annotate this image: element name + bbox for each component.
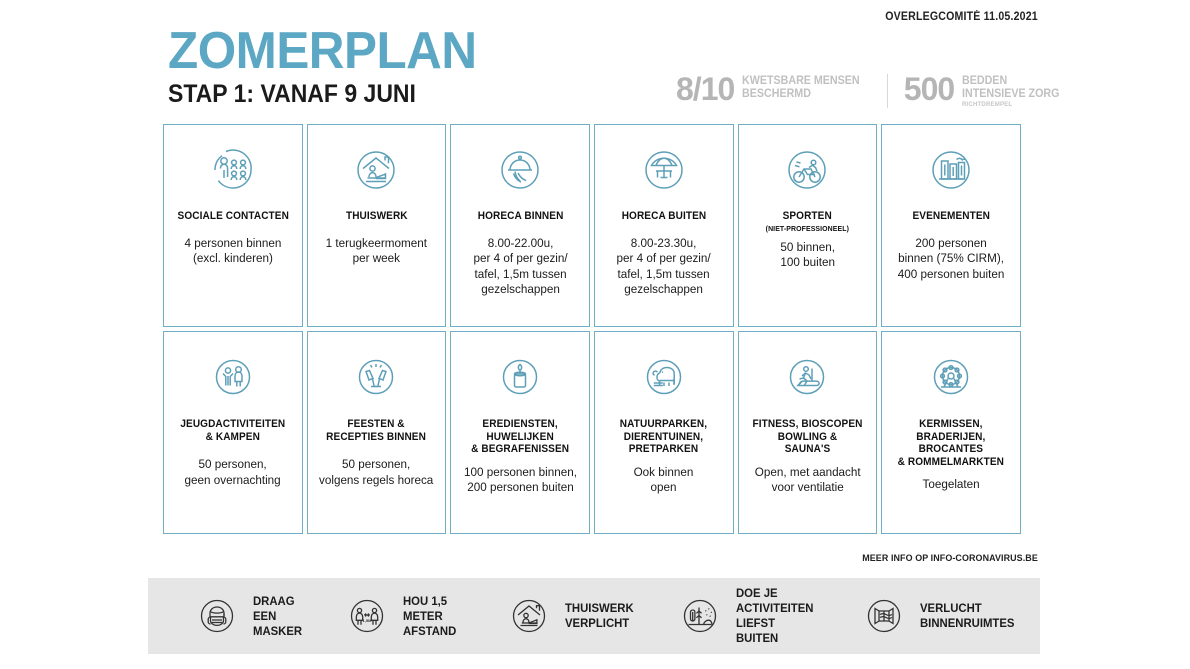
card-subtitle: (NIET-PROFESSIONEEL)	[765, 223, 850, 233]
card-body: 50 personen, geen overnachting	[184, 457, 281, 487]
more-info-label: MEER INFO OP INFO-CORONAVIRUS.BE	[862, 553, 1038, 564]
footer-item-distance[interactable]: 1,5M HOU 1,5 METER AFSTAND	[342, 591, 469, 641]
food-cloche-icon	[489, 139, 551, 201]
card-title: SOCIALE CONTACTEN	[177, 210, 289, 222]
card-body: Open, met aandacht voor ventilatie	[754, 464, 861, 495]
footer-item-label: DOE JE ACTIVITEITEN LIEFST BUITEN	[736, 586, 814, 645]
footer-item-label: HOU 1,5 METER AFSTAND	[402, 593, 457, 638]
card-sporten[interactable]: SPORTEN (NIET-PROFESSIONEEL) 50 binnen, …	[737, 124, 878, 327]
footer-item-label: THUISWERK VERPLICHT	[565, 601, 635, 630]
card-body: 50 personen, volgens regels horeca	[319, 457, 434, 487]
page-title: ZOMERPLAN	[168, 22, 477, 80]
stat-note: RICHTDREMPEL	[962, 101, 1013, 108]
card-title: KERMISSEN, BRADERIJEN, BROCANTES & ROMME…	[897, 418, 1005, 468]
card-evenementen[interactable]: EVENEMENTEN 200 personen binnen (75% CIR…	[881, 124, 1021, 327]
stat-icu-beds: 500 BEDDEN INTENSIEVE ZORG RICHTDREMPEL	[903, 71, 1067, 109]
event-banners-icon	[920, 139, 982, 201]
stat-number: 8/10	[676, 71, 735, 107]
social-contacts-icon	[202, 139, 264, 201]
distance-1-5m-icon: 1,5M	[342, 591, 392, 641]
card-sociale-contacten[interactable]: SOCIALE CONTACTEN 4 personen binnen (exc…	[163, 124, 303, 327]
card-erediensten[interactable]: EREDIENSTEN, HUWELIJKEN & BEGRAFENISSEN …	[450, 331, 590, 534]
card-title: SPORTEN	[782, 210, 833, 222]
ventilate-window-icon	[859, 591, 909, 641]
youth-activities-icon	[202, 346, 264, 408]
parasol-table-icon	[633, 139, 695, 201]
card-kermissen[interactable]: KERMISSEN, BRADERIJEN, BROCANTES & ROMME…	[881, 331, 1021, 534]
card-title: JEUGDACTIVITEITEN & KAMPEN	[180, 418, 286, 443]
card-natuurparken[interactable]: NATUURPARKEN, DIERENTUINEN, PRETPARKEN O…	[594, 331, 734, 534]
card-feesten-recepties[interactable]: FEESTEN & RECEPTIES BINNEN 50 personen, …	[306, 331, 447, 534]
card-title: EVENEMENTEN	[912, 210, 990, 222]
card-horeca-buiten[interactable]: HORECA BUITEN 8.00-23.30u, per 4 of per …	[594, 124, 734, 327]
stat-number: 500	[903, 71, 955, 107]
card-body: 1 terugkeermoment per week	[325, 235, 428, 266]
title-block: ZOMERPLAN STAP 1: VANAF 9 JUNI	[168, 24, 493, 109]
candle-icon	[489, 346, 551, 408]
card-body: 200 personen binnen (75% CIRM), 400 pers…	[897, 235, 1005, 281]
card-title: EREDIENSTEN, HUWELIJKEN & BEGRAFENISSEN	[471, 418, 570, 455]
card-body: 4 personen binnen (excl. kinderen)	[184, 235, 282, 266]
footer-item-mask[interactable]: DRAAG EEN MASKER	[192, 591, 306, 641]
treadmill-icon	[776, 346, 838, 408]
footer-item-label: DRAAG EEN MASKER	[253, 593, 303, 638]
card-fitness-bioscopen[interactable]: FITNESS, BIOSCOPEN BOWLING & SAUNA'S Ope…	[737, 331, 878, 534]
footer-item-outdoors[interactable]: DOE JE ACTIVITEITEN LIEFST BUITEN	[675, 586, 823, 646]
card-body: 50 binnen, 100 buiten	[780, 239, 835, 270]
card-title: FEESTEN & RECEPTIES BINNEN	[326, 418, 427, 443]
card-body: 8.00-23.30u, per 4 of per gezin/ tafel, …	[616, 235, 711, 297]
card-thuiswerk[interactable]: THUISWERK 1 terugkeermoment per week	[306, 124, 447, 327]
home-work-icon	[345, 139, 407, 201]
stat-vulnerable-protected: 8/10 KWETSBARE MENSEN BESCHERMD	[676, 71, 869, 107]
card-body: Ook binnen open	[633, 464, 694, 495]
card-horeca-binnen[interactable]: HORECA BINNEN 8.00-22.00u, per 4 of per …	[450, 124, 590, 327]
stat-label: BEDDEN INTENSIEVE ZORG	[962, 75, 1060, 100]
footer-item-label: VERLUCHT BINNENRUIMTES	[920, 601, 1015, 630]
card-title: FITNESS, BIOSCOPEN BOWLING & SAUNA'S	[752, 418, 863, 455]
stats-divider	[886, 74, 888, 108]
card-body: 100 personen binnen, 200 personen buiten	[463, 464, 577, 495]
outdoor-activities-icon	[675, 591, 725, 641]
card-title: NATUURPARKEN, DIERENTUINEN, PRETPARKEN	[620, 418, 708, 455]
elephant-icon	[633, 346, 695, 408]
face-mask-icon	[192, 591, 242, 641]
card-title: THUISWERK	[345, 210, 408, 222]
card-title: HORECA BUITEN	[621, 210, 707, 222]
page-subtitle: STAP 1: VANAF 9 JUNI	[168, 80, 416, 108]
header-stats: 8/10 KWETSBARE MENSEN BESCHERMD 500 BEDD…	[676, 71, 1067, 109]
card-body: Toegelaten	[922, 477, 980, 491]
card-jeugdactiviteiten[interactable]: JEUGDACTIVITEITEN & KAMPEN 50 personen, …	[163, 331, 303, 534]
footer-item-ventilate[interactable]: VERLUCHT BINNENRUIMTES	[859, 591, 1022, 641]
home-work-icon	[504, 591, 554, 641]
card-title: HORECA BINNEN	[477, 210, 564, 222]
measures-grid: SOCIALE CONTACTEN 4 personen binnen (exc…	[163, 124, 1021, 534]
ferris-wheel-icon	[920, 346, 982, 408]
stat-label: KWETSBARE MENSEN BESCHERMD	[742, 75, 860, 100]
meeting-date-label: OVERLEGCOMITÉ 11.05.2021	[885, 11, 1038, 23]
svg-text:1,5M: 1,5M	[362, 618, 372, 623]
footer-measures-bar: DRAAG EEN MASKER 1,5M HOU 1,5 METER AFST…	[148, 578, 1040, 654]
cheers-glasses-icon	[345, 346, 407, 408]
cyclist-icon	[776, 139, 838, 201]
footer-item-homework[interactable]: THUISWERK VERPLICHT	[504, 591, 639, 641]
card-body: 8.00-22.00u, per 4 of per gezin/ tafel, …	[473, 235, 568, 297]
